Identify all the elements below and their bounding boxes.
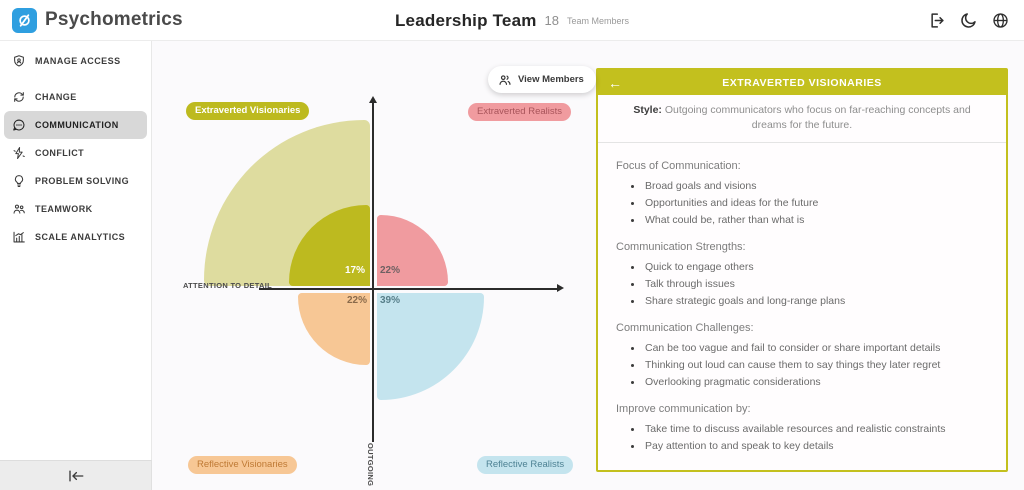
view-members-label: View Members [518, 74, 584, 85]
sidebar-item-problem-solving[interactable]: PROBLEM SOLVING [4, 167, 147, 195]
psychometrics-logo-icon [12, 7, 37, 33]
sidebar-item-scale-analytics[interactable]: SCALE ANALYTICS [4, 223, 147, 251]
app-logo[interactable]: Psychometrics [0, 7, 320, 33]
sidebar-nav: MANAGE ACCESS CHANGE COMMUNICATION CONFL… [0, 41, 152, 460]
section-list-improve: Take time to discuss available resources… [643, 421, 988, 455]
section-list-focus: Broad goals and visions Opportunities an… [643, 178, 988, 229]
teamwork-people-icon [13, 204, 25, 214]
member-count-label: Team Members [567, 15, 630, 26]
bullet-item: Take time to discuss available resources… [643, 421, 988, 438]
dark-mode-moon-icon[interactable] [959, 11, 978, 30]
sidebar-item-label: CHANGE [35, 92, 77, 102]
x-axis-label: ATTENTION TO DETAIL [183, 281, 273, 290]
sidebar-item-label: SCALE ANALYTICS [35, 232, 126, 242]
panel-title: EXTRAVERTED VISIONARIES [722, 76, 882, 89]
bullet-item: Can be too vague and fail to consider or… [643, 340, 988, 357]
quadrant-badge-extraverted-realists[interactable]: Extraverted Realists [468, 103, 572, 121]
bullet-item: What could be, rather than what is [643, 212, 988, 229]
bullet-item: Opportunities and ideas for the future [643, 195, 988, 212]
members-people-icon [499, 74, 511, 85]
sidebar-item-conflict[interactable]: CONFLICT [4, 139, 147, 167]
y-axis-label: OUTGOING [366, 443, 375, 487]
sidebar-item-label: TEAMWORK [35, 204, 93, 214]
section-list-challenges: Can be too vague and fail to consider or… [643, 340, 988, 391]
y-axis-line [372, 102, 374, 442]
section-heading-improve: Improve communication by: [616, 403, 751, 416]
change-refresh-icon [14, 92, 24, 102]
bullet-item: Broad goals and visions [643, 178, 988, 195]
section-heading-strengths: Communication Strengths: [616, 241, 746, 254]
quadrant-value-extraverted-realists: 22% [380, 265, 401, 276]
style-summary: Style: Outgoing communicators who focus … [598, 95, 1006, 144]
problem-solving-bulb-icon [14, 175, 24, 187]
sidebar-item-label: COMMUNICATION [35, 120, 119, 130]
sidebar-item-teamwork[interactable]: TEAMWORK [4, 195, 147, 223]
sidebar-item-label: PROBLEM SOLVING [35, 176, 130, 186]
quadrant-value-extraverted-visionaries: 17% [344, 265, 365, 276]
back-arrow-icon[interactable]: ← [608, 74, 622, 91]
quadrant-badge-extraverted-visionaries[interactable]: Extraverted Visionaries [186, 102, 310, 120]
bullet-item: Pay attention to and speak to key detail… [643, 438, 988, 455]
panel-body: Focus of Communication: Broad goals and … [598, 143, 1006, 470]
section-heading-challenges: Communication Challenges: [616, 322, 754, 335]
sidebar-item-change[interactable]: CHANGE [4, 83, 147, 111]
language-globe-icon[interactable] [991, 11, 1010, 30]
sidebar-item-communication[interactable]: COMMUNICATION [4, 111, 147, 139]
quadrant-detail-panel: ← EXTRAVERTED VISIONARIES Style: Outgoin… [596, 68, 1008, 472]
bullet-item: Thinking out loud can cause them to say … [643, 357, 988, 374]
app-header: Psychometrics Leadership Team 18 Team Me… [0, 0, 1024, 41]
bullet-item: Talk through issues [643, 276, 988, 293]
conflict-bolt-icon [13, 146, 25, 160]
quadrant-value-reflective-realists: 39% [380, 295, 401, 306]
x-axis-arrow [557, 284, 564, 292]
sidebar-item-manage-access[interactable]: MANAGE ACCESS [4, 47, 147, 75]
manage-access-shield-icon [14, 55, 24, 67]
style-text: Outgoing communicators who focus on far-… [661, 104, 971, 132]
quadrant-badge-reflective-realists[interactable]: Reflective Realists [477, 456, 574, 474]
team-title: Leadership Team [394, 10, 537, 30]
scale-analytics-chart-icon [13, 231, 25, 243]
view-members-button[interactable]: View Members [488, 66, 596, 93]
panel-header: ← EXTRAVERTED VISIONARIES [598, 70, 1006, 95]
sidebar-item-label: CONFLICT [35, 148, 85, 158]
communication-chat-icon [13, 119, 25, 131]
logout-icon[interactable] [927, 11, 946, 30]
section-heading-focus: Focus of Communication: [616, 160, 741, 173]
member-count: 18 [544, 13, 560, 28]
quadrant-value-reflective-visionaries: 22% [346, 295, 367, 306]
x-axis-line [259, 288, 560, 290]
app-name: Psychometrics [45, 9, 183, 30]
bullet-item: Quick to engage others [643, 259, 988, 276]
quadrant-badge-reflective-visionaries[interactable]: Reflective Visionaries [188, 456, 297, 474]
style-label: Style: [633, 104, 662, 116]
bullet-item: Overlooking pragmatic considerations [643, 374, 988, 391]
bullet-item: Share strategic goals and long-range pla… [643, 293, 988, 310]
section-list-strengths: Quick to engage others Talk through issu… [643, 259, 988, 310]
y-axis-arrow [368, 96, 377, 103]
sidebar-item-label: MANAGE ACCESS [35, 56, 121, 66]
header-actions [927, 11, 1024, 30]
collapse-sidebar-icon [68, 469, 83, 482]
sidebar-collapse-button[interactable] [0, 460, 152, 490]
quadrant-reflective-realists[interactable] [377, 293, 484, 400]
